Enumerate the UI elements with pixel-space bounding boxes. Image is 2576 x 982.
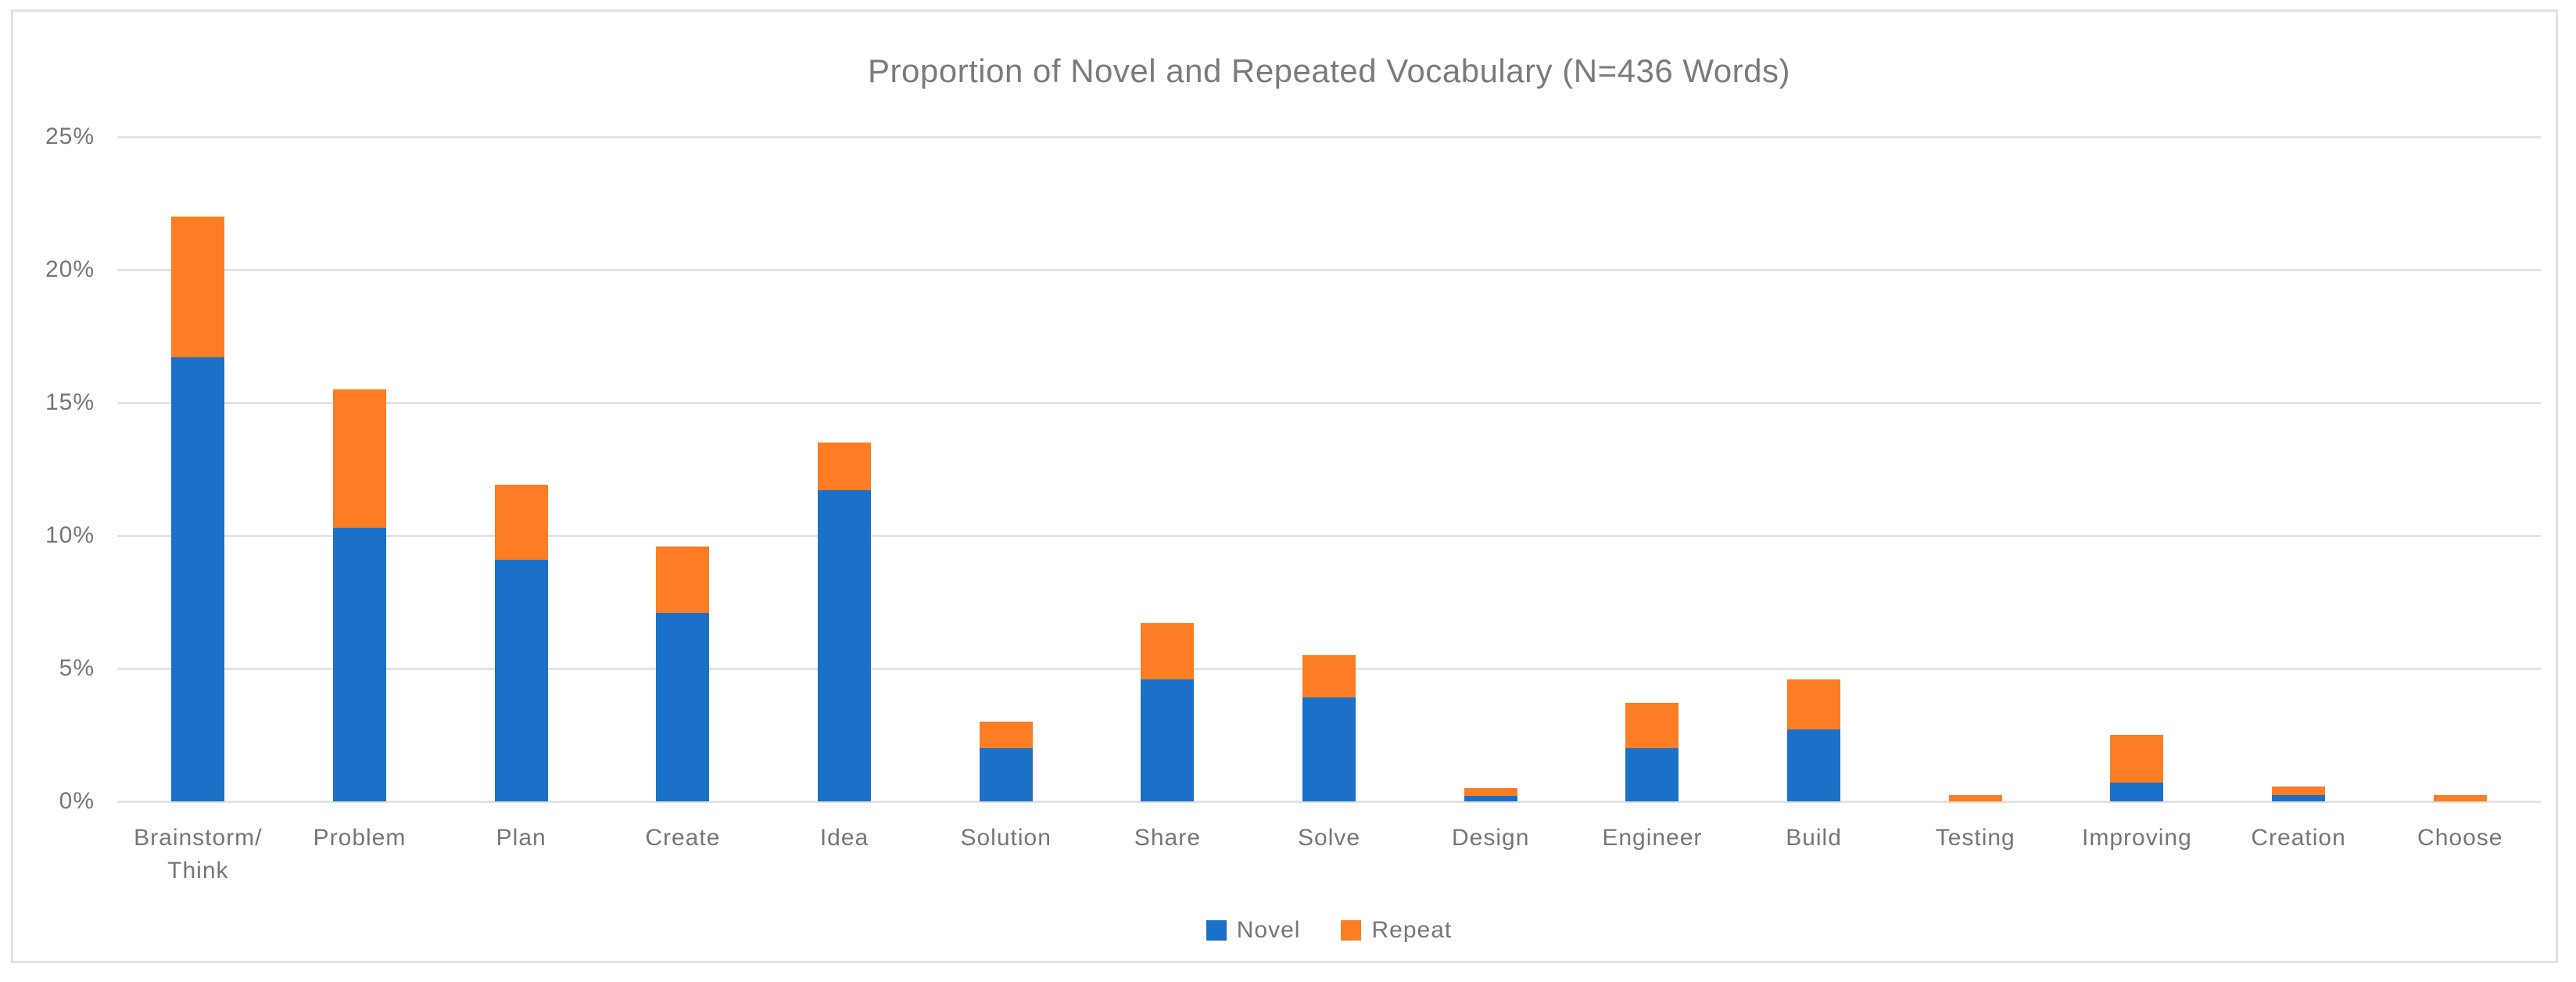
bar-slot: [925, 137, 1087, 801]
bar-segment-novel: [333, 527, 386, 801]
bar-slot: [440, 137, 602, 801]
gridline-20%: [117, 268, 2541, 271]
bar-segment-repeat: [818, 443, 872, 491]
bar-slot: [1894, 137, 2056, 801]
bar-stack: [2272, 787, 2326, 801]
bar-segment-novel: [2272, 794, 2326, 801]
gridline-0%: [117, 800, 2541, 803]
bar-segment-repeat: [1302, 655, 1356, 698]
bar-slot: [1249, 137, 1410, 801]
y-tick-label-25%: 25%: [45, 124, 95, 149]
bar-segment-novel: [818, 490, 872, 801]
bar-segment-repeat: [2433, 794, 2487, 801]
legend-item-repeat: Repeat: [1341, 917, 1452, 944]
bar-stack: [2433, 794, 2487, 801]
bar-segment-novel: [656, 612, 710, 801]
bar-segment-novel: [171, 357, 225, 801]
bar-stack: [171, 217, 225, 801]
bar-slot: [2379, 137, 2541, 801]
y-tick-label-20%: 20%: [45, 256, 95, 282]
y-tick-label-5%: 5%: [59, 655, 95, 681]
novel-series-swatch-icon: [1206, 920, 1227, 941]
x-category-label: Idea: [819, 825, 869, 851]
bar-stack: [1464, 788, 1517, 801]
y-tick-label-10%: 10%: [45, 522, 95, 548]
plot-area: [117, 135, 2541, 803]
bar-segment-repeat: [2272, 787, 2326, 795]
repeat-series-swatch-icon: [1341, 920, 1362, 941]
bar-segment-repeat: [656, 546, 710, 613]
bar-segment-repeat: [333, 389, 386, 528]
bar-slot: [764, 137, 926, 801]
bar-segment-repeat: [171, 217, 225, 358]
x-category-label: Plan: [496, 825, 546, 851]
gridline-10%: [117, 534, 2541, 537]
bar-segment-novel: [1464, 796, 1517, 801]
bar-stack: [494, 485, 548, 801]
x-category-label: Build: [1786, 825, 1842, 851]
bar-slot: [117, 137, 279, 801]
x-category-label: Brainstorm/ Think: [134, 825, 263, 883]
gridline-25%: [117, 135, 2541, 138]
x-category-label: Design: [1452, 825, 1530, 851]
gridline-15%: [117, 401, 2541, 404]
bar-segment-repeat: [979, 722, 1033, 748]
bar-segment-novel: [494, 559, 548, 801]
bar-slot: [2218, 137, 2380, 801]
x-category-label: Improving: [2082, 825, 2192, 851]
x-category-label: Solution: [960, 825, 1052, 851]
legend-label-novel: Novel: [1236, 917, 1301, 943]
bar-stack: [979, 722, 1033, 801]
legend: Novel Repeat: [117, 917, 2541, 944]
bar-slot: [1087, 137, 1249, 801]
y-tick-label-15%: 15%: [45, 389, 95, 415]
bar-stack: [656, 546, 710, 801]
x-category-label: Create: [645, 825, 721, 851]
bar-stack: [1948, 794, 2002, 801]
chart-title: Proportion of Novel and Repeated Vocabul…: [868, 52, 1790, 89]
bar-segment-novel: [1302, 697, 1356, 801]
x-category-label: Creation: [2251, 825, 2346, 851]
bar-stack: [1302, 655, 1356, 801]
x-category-label: Share: [1134, 825, 1201, 851]
bar-segment-novel: [2110, 783, 2164, 801]
bar-stack: [1625, 703, 1679, 801]
bar-series-area: [117, 137, 2541, 801]
bar-segment-novel: [1141, 679, 1195, 801]
bar-segment-repeat: [494, 485, 548, 560]
y-axis-tick-labels: 0% 5% 10% 15% 20% 25%: [13, 125, 95, 813]
bar-slot: [279, 137, 441, 801]
bar-slot: [1410, 137, 1571, 801]
bar-segment-repeat: [1787, 679, 1841, 730]
bar-stack: [333, 389, 386, 801]
legend-item-novel: Novel: [1206, 917, 1301, 944]
bar-stack: [818, 443, 872, 801]
bar-slot: [2056, 137, 2218, 801]
bar-segment-repeat: [1141, 623, 1195, 679]
x-category-label: Choose: [2417, 825, 2503, 851]
x-axis-category-labels: Brainstorm/ Think Problem Plan Create Idea So…: [117, 822, 2541, 887]
bar-slot: [602, 137, 764, 801]
y-tick-label-0%: 0%: [59, 788, 95, 814]
bar-segment-repeat: [1948, 794, 2002, 801]
legend-label-repeat: Repeat: [1371, 917, 1453, 943]
bar-segment-novel: [1787, 729, 1841, 801]
bar-segment-repeat: [2110, 735, 2164, 783]
x-category-label: Solve: [1298, 825, 1361, 851]
bar-slot: [1571, 137, 1733, 801]
bar-segment-novel: [979, 748, 1033, 801]
bar-stack: [2110, 735, 2164, 801]
x-category-label: Testing: [1935, 825, 2015, 851]
bar-stack: [1787, 679, 1841, 801]
bar-stack: [1141, 623, 1195, 801]
x-category-label: Problem: [313, 825, 407, 851]
bar-slot: [1733, 137, 1895, 801]
chart-frame: Proportion of Novel and Repeated Vocabul…: [11, 9, 2558, 963]
x-category-label: Engineer: [1602, 825, 1703, 851]
bar-segment-repeat: [1625, 703, 1679, 748]
bar-segment-novel: [1625, 748, 1679, 801]
bar-segment-repeat: [1464, 788, 1517, 797]
